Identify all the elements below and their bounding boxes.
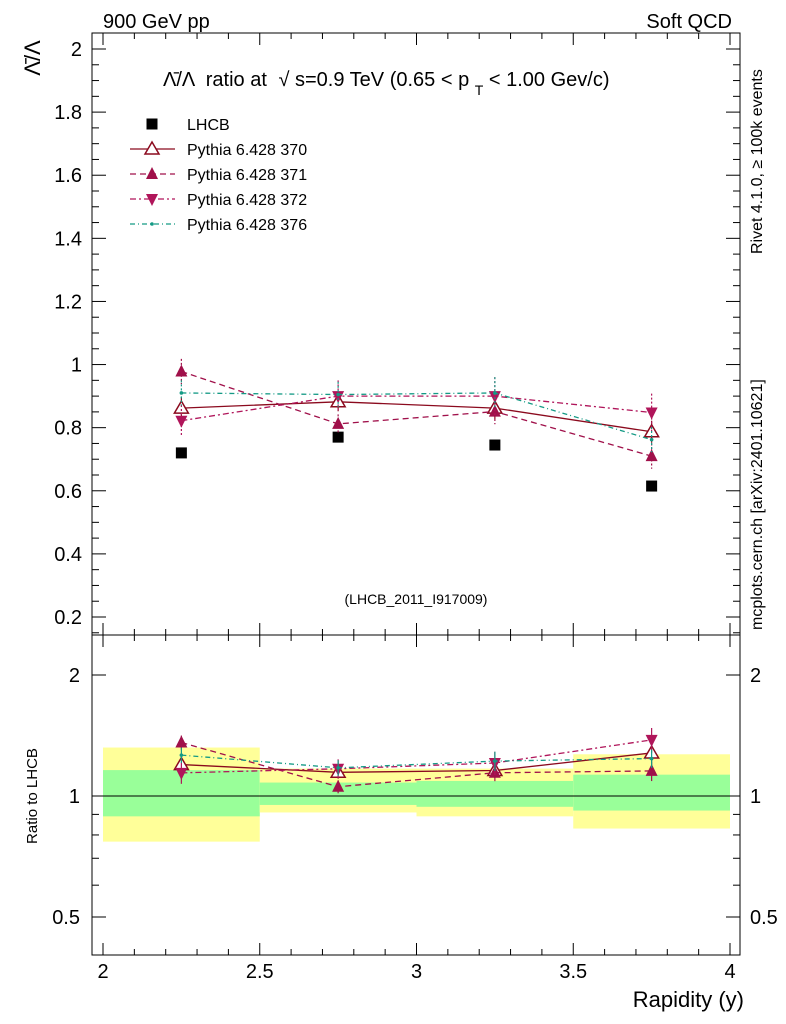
data-point: [649, 437, 654, 442]
y-tick-label: 1.4: [54, 228, 82, 250]
legend-label: LHCB: [187, 117, 230, 134]
data-point: [332, 431, 344, 443]
ratio-ylabel: Ratio to LHCB: [24, 748, 41, 844]
ratio-point: [645, 763, 658, 776]
data-point: [646, 480, 658, 492]
title-tail: < 1.00 Gev/c): [489, 69, 610, 91]
y-tick-label: 1.2: [54, 291, 82, 313]
ratio-y-tick-label: 1: [69, 786, 80, 808]
x-axis-label: Rapidity (y): [633, 987, 744, 1012]
legend: LHCB Pythia 6.428 370 Pythia 6.428 371 Pyth…: [130, 117, 307, 234]
data-point: [173, 399, 190, 414]
ratio-series-line: [181, 754, 652, 769]
title-sqrt: √: [278, 69, 289, 91]
legend-label: Pythia 6.428 370: [187, 142, 307, 159]
chart-title: Λ̄/Λ ratio at √ s=0.9 TeV (0.65 < p T < …: [163, 69, 610, 100]
data-point: [336, 392, 340, 397]
data-point: [175, 364, 188, 377]
main-ylabel: Λ̄/Λ: [20, 40, 45, 76]
ratio-point: [645, 734, 658, 747]
ratio-point: [179, 753, 184, 757]
title-quantity: Λ̄/Λ: [163, 69, 196, 91]
legend-marker: [150, 222, 154, 226]
y-tick-label: 0.2: [54, 607, 82, 629]
y-tick-label: 1.8: [54, 102, 82, 124]
x-tick-label: 2: [97, 961, 108, 983]
ratio-point: [175, 767, 188, 780]
x-tick-label: 4: [724, 961, 735, 983]
x-tick-label: 3.5: [559, 961, 587, 983]
data-point: [175, 415, 188, 428]
ratio-y-tick-label-right: 0.5: [750, 907, 778, 929]
ratio-point: [336, 765, 340, 770]
data-point: [175, 447, 187, 459]
ratio-point: [493, 759, 497, 763]
y-tick-label: 0.8: [54, 418, 82, 440]
legend-marker: [146, 194, 158, 206]
legend-label: Pythia 6.428 371: [187, 167, 307, 184]
legend-marker: [146, 118, 158, 130]
series-line: [181, 401, 652, 433]
ratio-y-tick-label-right: 2: [750, 665, 761, 687]
main-panel: [173, 358, 660, 492]
title-mid: ratio at: [206, 69, 268, 91]
series-line: [181, 395, 652, 422]
legend-marker: [146, 167, 158, 179]
title-sub: T: [475, 82, 484, 98]
legend-label: Pythia 6.428 376: [187, 217, 307, 234]
data-point: [645, 449, 658, 462]
data-point: [493, 391, 497, 395]
data-point: [489, 439, 501, 451]
header-left: 900 GeV pp: [103, 11, 210, 33]
ratio-series-line: [181, 739, 652, 774]
band-inner-bin: [416, 780, 574, 807]
series-line: [181, 392, 652, 441]
ratio-y-tick-label: 0.5: [52, 907, 80, 929]
ratio-point: [175, 735, 188, 748]
y-tick-label: 0.4: [54, 544, 82, 566]
series-line: [181, 370, 652, 457]
axes: 2 2.5 3 3.5 4 0.2 0.4 0.6 0.8 1 1.2 1.4 1.6 1.8 2 0.5 0.…: [52, 32, 778, 983]
data-point: [645, 407, 658, 420]
ratio-point: [649, 756, 654, 761]
legend-marker: [143, 140, 161, 155]
y-tick-label: 2: [71, 39, 82, 61]
ratio-y-tick-label: 2: [69, 665, 80, 687]
ratio-point: [332, 779, 345, 792]
ratio-panel: [173, 727, 660, 794]
y-tick-label: 1.6: [54, 165, 82, 187]
ratio-series-line: [181, 741, 652, 788]
uncertainty-bands: [103, 747, 730, 842]
x-tick-label: 3: [411, 961, 422, 983]
y-tick-label: 1: [71, 355, 82, 377]
reference-label: (LHCB_2011_I917009): [345, 591, 488, 607]
x-tick-label: 2.5: [246, 961, 274, 983]
y-tick-label: 0.6: [54, 481, 82, 503]
band-inner-bin: [259, 782, 417, 805]
mcplots-label: mcplots.cern.ch [arXiv:2401.10621]: [749, 379, 766, 630]
title-energy: s=0.9 TeV (0.65 < p: [295, 69, 469, 91]
ratio-y-tick-label-right: 1: [750, 786, 761, 808]
header-right: Soft QCD: [646, 11, 732, 33]
legend-label: Pythia 6.428 372: [187, 192, 307, 209]
data-point: [332, 416, 345, 429]
ratio-series-line: [181, 752, 652, 773]
data-point: [179, 391, 184, 395]
rivet-label: Rivet 4.1.0, ≥ 100k events: [749, 69, 766, 254]
